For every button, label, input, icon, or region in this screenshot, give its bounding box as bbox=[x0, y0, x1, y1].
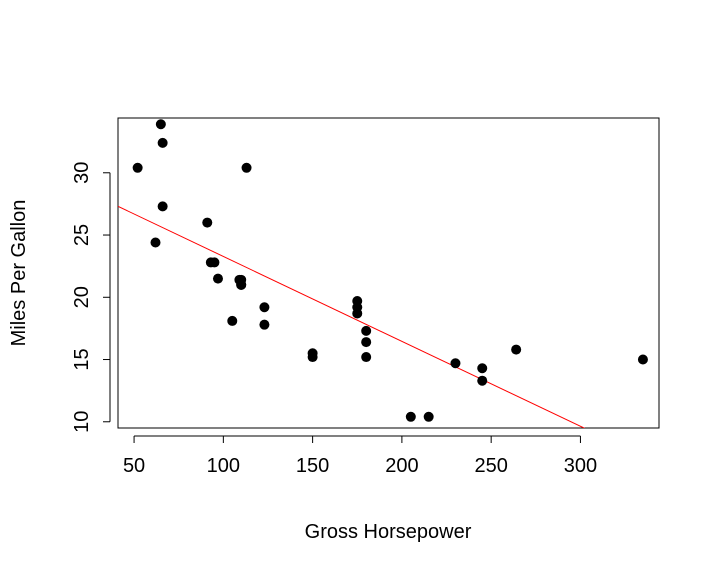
y-axis-title: Miles Per Gallon bbox=[8, 200, 30, 347]
data-point bbox=[227, 315, 238, 326]
data-point bbox=[361, 352, 372, 363]
y-tick-label: 30 bbox=[71, 162, 93, 184]
data-point bbox=[361, 325, 372, 336]
data-point bbox=[352, 296, 363, 307]
x-tick-label: 150 bbox=[296, 455, 329, 477]
x-tick-label: 100 bbox=[207, 455, 240, 477]
data-point bbox=[423, 411, 434, 422]
data-point bbox=[307, 352, 318, 363]
data-point bbox=[234, 274, 245, 285]
x-tick-label: 200 bbox=[385, 455, 418, 477]
data-point bbox=[259, 302, 270, 313]
y-tick-label: 20 bbox=[71, 286, 93, 308]
data-point bbox=[405, 411, 416, 422]
data-point bbox=[511, 344, 522, 355]
x-tick-label: 300 bbox=[564, 455, 597, 477]
data-point bbox=[132, 162, 143, 173]
data-point bbox=[202, 217, 213, 228]
data-point bbox=[241, 162, 252, 173]
data-point bbox=[209, 257, 220, 268]
data-point bbox=[450, 358, 461, 369]
data-point bbox=[150, 237, 161, 248]
regression-line bbox=[118, 205, 586, 428]
x-tick-label: 50 bbox=[123, 455, 145, 477]
x-axis: 50 100 150 200 250 300 bbox=[123, 435, 597, 477]
data-point bbox=[155, 119, 166, 130]
data-point bbox=[212, 273, 223, 284]
y-tick-label: 15 bbox=[71, 348, 93, 370]
data-point bbox=[477, 363, 488, 374]
y-tick-label: 25 bbox=[71, 224, 93, 246]
y-axis: 10 15 20 25 30 bbox=[71, 162, 111, 433]
x-axis-title: Gross Horsepower bbox=[305, 521, 472, 543]
plot-frame bbox=[117, 117, 660, 429]
y-tick-label: 10 bbox=[71, 411, 93, 433]
data-point bbox=[157, 201, 168, 212]
x-tick-label: 250 bbox=[474, 455, 507, 477]
data-point bbox=[259, 319, 270, 330]
data-point bbox=[477, 375, 488, 386]
data-point bbox=[637, 354, 648, 365]
plot-area bbox=[118, 119, 648, 428]
data-point bbox=[361, 337, 372, 348]
data-point bbox=[157, 137, 168, 148]
